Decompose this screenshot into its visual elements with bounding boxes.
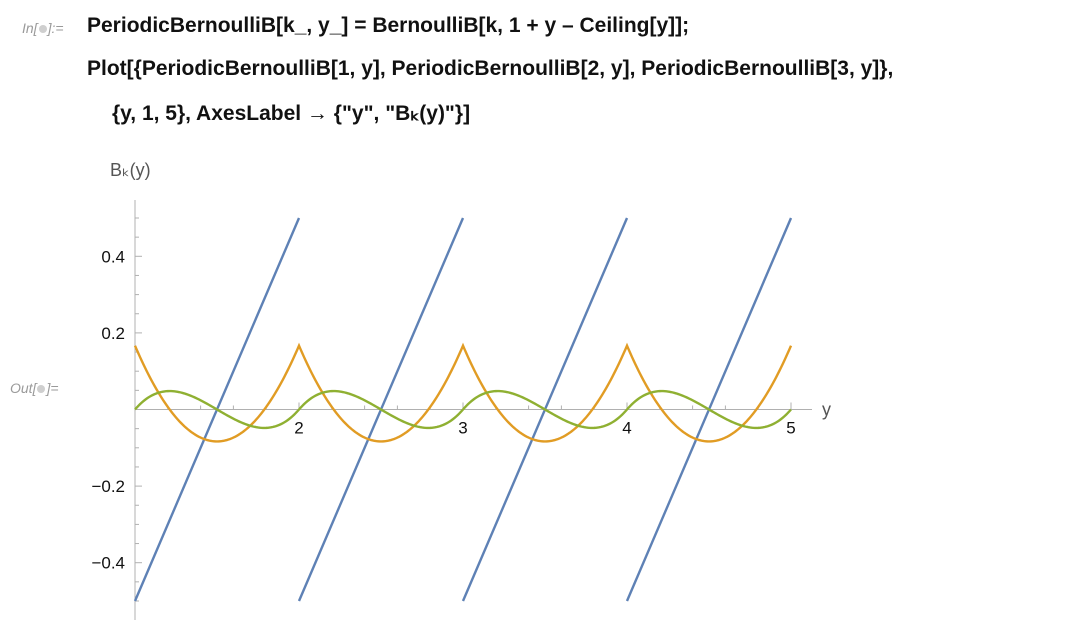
y-tick-label: 0.4 bbox=[101, 247, 125, 266]
input-label: In[]:= bbox=[22, 20, 64, 36]
x-tick-label: 5 bbox=[786, 419, 795, 438]
x-tick-label: 2 bbox=[294, 419, 303, 438]
y-tick-label: 0.2 bbox=[101, 324, 125, 343]
cell-number-placeholder-icon bbox=[37, 385, 46, 394]
y-axis-label: Bₖ(y) bbox=[110, 160, 151, 180]
code-line-3[interactable]: {y, 1, 5}, AxesLabel → {"y", "Bₖ(y)"}] bbox=[112, 102, 471, 125]
code-line-2[interactable]: Plot[{PeriodicBernoulliB[1, y], Periodic… bbox=[87, 57, 894, 80]
y-tick-label: −0.2 bbox=[91, 477, 125, 496]
x-tick-label: 3 bbox=[458, 419, 467, 438]
cell-number-placeholder-icon bbox=[38, 25, 47, 34]
x-axis-label: y bbox=[822, 400, 831, 420]
plot-axes: 2 3 4 5 −0.4 −0.2 0.2 0.4 y Bₖ(y) bbox=[91, 160, 831, 620]
plot-series bbox=[133, 217, 793, 602]
code-line-1[interactable]: PeriodicBernoulliB[k_, y_] = BernoulliB[… bbox=[87, 14, 690, 37]
series-3-line bbox=[134, 389, 792, 430]
y-tick-label: −0.4 bbox=[91, 554, 125, 573]
x-tick-label: 4 bbox=[622, 419, 631, 438]
output-label: Out[]= bbox=[10, 380, 59, 396]
series-2-line bbox=[133, 342, 793, 443]
